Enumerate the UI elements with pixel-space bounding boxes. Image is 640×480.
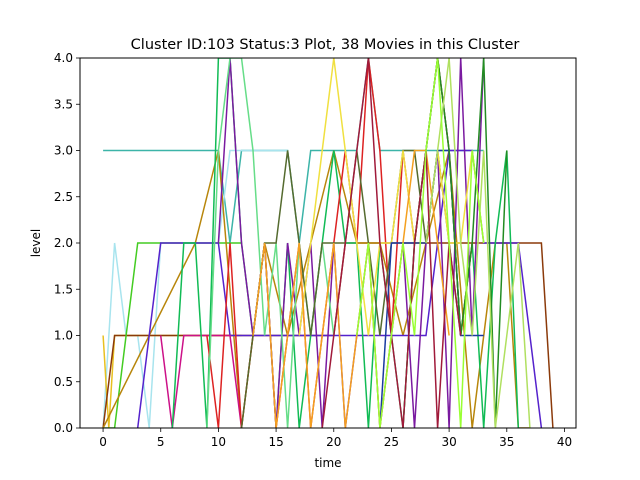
x-tick-label: 5 (157, 435, 165, 449)
series-layer (102, 58, 554, 428)
x-tick-label: 30 (441, 435, 456, 449)
series-line-1 (102, 149, 288, 428)
x-tick-label: 20 (326, 435, 341, 449)
x-axis-label: time (314, 456, 341, 470)
x-tick-label: 25 (384, 435, 399, 449)
chart-title: Cluster ID:103 Status:3 Plot, 38 Movies … (131, 37, 520, 53)
y-tick-label: 2.0 (54, 236, 73, 250)
x-axis: 0 5 10 15 20 25 30 35 40 (99, 428, 572, 449)
y-tick-label: 1.5 (54, 282, 73, 296)
series-line-19 (356, 58, 485, 428)
y-tick-label: 0.0 (54, 421, 73, 435)
y-axis: 0.0 0.5 1.0 1.5 2.0 2.5 3.0 3.5 4.0 (54, 51, 80, 435)
series-line-17 (425, 58, 531, 428)
x-tick-label: 10 (211, 435, 226, 449)
y-tick-label: 2.5 (54, 190, 73, 204)
y-tick-label: 3.0 (54, 144, 73, 158)
y-tick-label: 4.0 (54, 51, 73, 65)
series-line-15 (252, 149, 450, 428)
x-tick-label: 35 (499, 435, 514, 449)
y-tick-label: 0.5 (54, 375, 73, 389)
y-tick-label: 3.5 (54, 97, 73, 111)
y-axis-label: level (29, 229, 43, 258)
y-tick-label: 1.0 (54, 329, 73, 343)
x-tick-label: 40 (557, 435, 572, 449)
x-tick-label: 15 (268, 435, 283, 449)
x-tick-label: 0 (99, 435, 107, 449)
